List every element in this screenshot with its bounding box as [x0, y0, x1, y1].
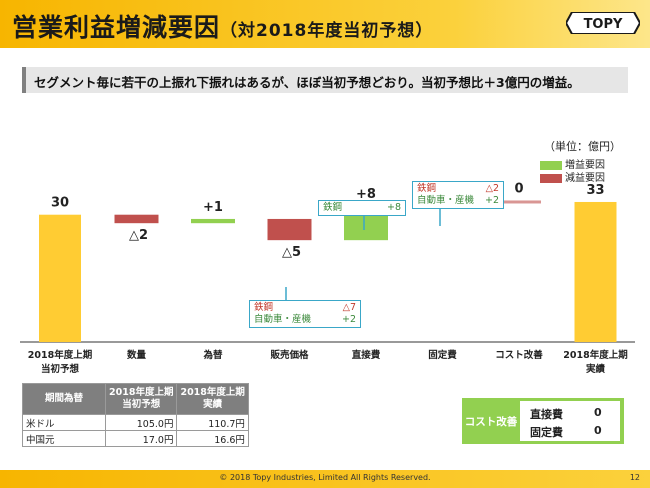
waterfall-chart: 302018年度上期当初予想△2数量+1為替△5販売価格+8直接費+1固定費0コ… — [20, 181, 635, 375]
fx-rate-plan: 105.0円 — [104, 414, 178, 431]
data-label: +1 — [203, 200, 223, 215]
data-label: 0 — [514, 181, 523, 196]
bar — [114, 214, 159, 224]
bar — [191, 218, 235, 224]
legend-decrease: 減益要因 — [540, 169, 605, 184]
callout-direct-row-label: 鉄鋼 — [323, 202, 343, 213]
legend-increase-swatch — [540, 160, 562, 170]
summary-text: セグメント毎に若干の上振れ下振れはあるが、ほぼ当初予想どおり。当初予想比＋3億円… — [34, 75, 580, 90]
category-label: 固定費 — [428, 349, 457, 361]
page-title-main: 営業利益増減要因 — [12, 13, 221, 42]
page-title-subtitle: （対2018年度当初予想） — [220, 21, 434, 41]
data-label: △5 — [282, 245, 301, 260]
fx-table-row: 米ドル 105.0円 110.7円 — [22, 414, 249, 431]
callout-direct-row: 鉄鋼 +8 — [323, 202, 401, 214]
fx-currency: 米ドル — [22, 414, 106, 431]
summary-box: セグメント毎に若干の上振れ下振れはあるが、ほぼ当初予想どおり。当初予想比＋3億円… — [22, 67, 628, 93]
footer-bar: © 2018 Topy Industries, Limited All Righ… — [0, 470, 650, 488]
cost-improvement-box: コスト改善 直接費 0 固定費 0 — [462, 398, 624, 444]
data-label: 33 — [586, 183, 604, 198]
cost-row-name: 直接費 — [530, 408, 563, 421]
cost-row-value: 0 — [594, 424, 602, 437]
category-label: 当初予想 — [41, 363, 80, 375]
fx-currency: 中国元 — [22, 430, 106, 447]
callout-price-row-label: 自動車・産機 — [254, 314, 312, 325]
legend-increase-label: 増益要因 — [565, 160, 605, 171]
header-bar: 営業利益増減要因（対2018年度当初予想） TOPY — [0, 0, 650, 48]
bar — [497, 200, 541, 204]
unit-label: （単位：億円） — [544, 140, 621, 153]
data-label: +8 — [356, 187, 376, 202]
fx-table-header-row: 期間為替 2018年度上期 当初予想 2018年度上期 実績 — [22, 383, 249, 415]
category-label: 実績 — [586, 363, 606, 375]
category-label: 販売価格 — [270, 349, 309, 361]
callout-price-row-value: +2 — [341, 314, 356, 325]
fx-rate-actual: 110.7円 — [176, 414, 249, 431]
category-label: 為替 — [202, 349, 223, 361]
callout-direct-row-value: +8 — [386, 202, 401, 213]
callout-fixed-row: 自動車・産機 +2 — [417, 195, 499, 207]
cost-improvement-values: 直接費 0 固定費 0 — [520, 401, 620, 441]
callout-price-row-value: △7 — [342, 302, 356, 313]
bar — [267, 218, 312, 241]
fx-table-row: 中国元 17.0円 16.6円 — [22, 430, 249, 447]
bar — [574, 201, 617, 342]
legend-decrease-swatch — [540, 173, 562, 183]
bar — [39, 214, 81, 342]
page-title: 営業利益増減要因（対2018年度当初予想） — [12, 8, 433, 44]
callout-fixed-cost: 鉄鋼 △2 自動車・産機 +2 — [412, 181, 504, 209]
topy-logo: TOPY — [566, 12, 640, 34]
callout-fixed-row-label: 自動車・産機 — [417, 195, 475, 206]
data-label: 30 — [51, 196, 69, 211]
callout-price-row: 鉄鋼 △7 — [254, 302, 356, 314]
cost-improvement-label: コスト改善 — [464, 415, 518, 428]
callout-direct-cost: 鉄鋼 +8 — [318, 200, 406, 216]
callout-fixed-row-label: 鉄鋼 — [417, 183, 437, 194]
cost-row-value: 0 — [594, 406, 602, 419]
fx-table-header: 期間為替 — [22, 383, 106, 415]
callout-fixed-row: 鉄鋼 △2 — [417, 183, 499, 195]
page-number: 12 — [629, 473, 640, 482]
legend-decrease-label: 減益要因 — [565, 173, 605, 184]
cost-row-name: 固定費 — [530, 426, 563, 439]
fx-rate-table: 期間為替 2018年度上期 当初予想 2018年度上期 実績 米ドル 105.0… — [22, 383, 249, 447]
category-label: 2018年度上期 — [28, 349, 92, 361]
callout-sales-price: 鉄鋼 △7 自動車・産機 +2 — [249, 300, 361, 328]
fx-rate-plan: 17.0円 — [104, 430, 178, 447]
callout-price-row-label: 鉄鋼 — [254, 302, 274, 313]
callout-fixed-row-value: +2 — [484, 195, 499, 206]
fx-table-header: 2018年度上期 実績 — [176, 383, 249, 415]
fx-rate-actual: 16.6円 — [176, 430, 249, 447]
category-label: コスト改善 — [495, 349, 543, 361]
callout-fixed-row-value: △2 — [485, 183, 499, 194]
category-label: 直接費 — [352, 349, 381, 361]
category-label: 2018年度上期 — [563, 349, 627, 361]
category-label: 数量 — [126, 349, 147, 361]
copyright-text: © 2018 Topy Industries, Limited All Righ… — [219, 473, 431, 482]
logo-text: TOPY — [584, 17, 623, 32]
callout-price-row: 自動車・産機 +2 — [254, 314, 356, 326]
fx-table-header: 2018年度上期 当初予想 — [104, 383, 178, 415]
legend-increase: 増益要因 — [540, 156, 605, 171]
data-label: △2 — [129, 228, 148, 243]
